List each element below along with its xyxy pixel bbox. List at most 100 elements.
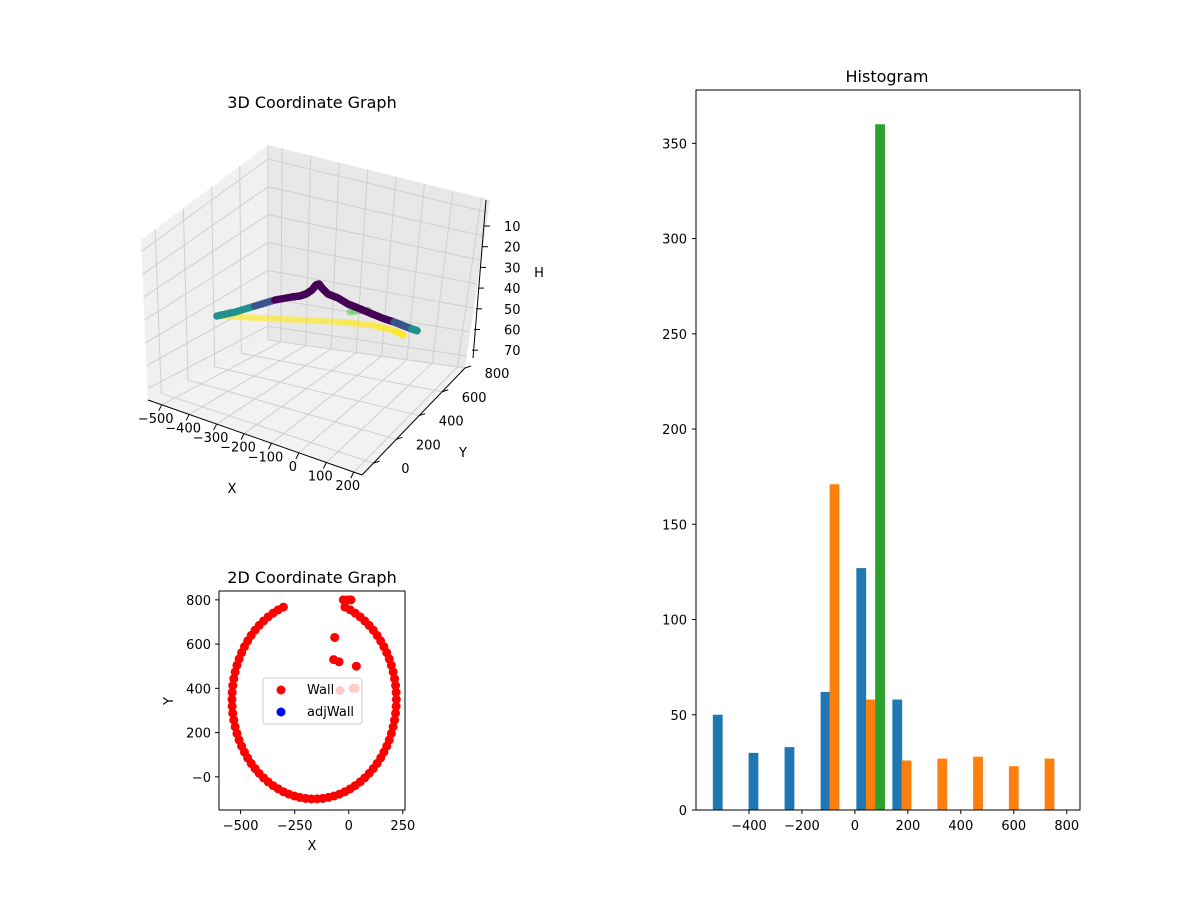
- pane-back: [268, 145, 490, 368]
- grid-line-z-back: [267, 325, 467, 357]
- data-point-3d: [261, 314, 269, 322]
- data-point-3d: [311, 317, 319, 325]
- y-tick-label-3d: 600: [462, 391, 487, 406]
- x-tick-label-3d: −200: [220, 441, 256, 456]
- x-tick-3d: [322, 462, 327, 469]
- data-point-wall: [330, 632, 340, 642]
- x-tick-label-hist: 0: [851, 819, 859, 834]
- y-tick-3d: [396, 436, 403, 440]
- grid-line-x: [298, 359, 408, 454]
- y-tick-label-3d: 0: [401, 462, 409, 477]
- x-axis-label-3d: X: [228, 482, 237, 497]
- y-tick-label-3d: 200: [416, 438, 441, 453]
- grid-line-y: [187, 379, 397, 440]
- x-tick-label-hist: −400: [731, 819, 767, 834]
- y-tick-3d: [441, 389, 449, 393]
- y-tick-label-3d: 800: [485, 367, 510, 382]
- x-tick-label-3d: −400: [165, 421, 201, 436]
- y-tick-label-hist: 0: [679, 804, 687, 819]
- grid-line-x: [216, 348, 332, 425]
- legend-label-adjwall: adjWall: [307, 705, 354, 720]
- z-tick-label-3d: 10: [504, 220, 521, 235]
- chart-histogram: Histogram −400 −200 0 200 400 600 800 0 50 100 150…: [662, 67, 1081, 834]
- data-point-3d: [316, 317, 324, 325]
- x-tick-label-2d: −500: [223, 819, 259, 834]
- data-point-wall: [227, 687, 237, 697]
- histogram-bar: [856, 568, 867, 810]
- histogram-bar: [892, 699, 903, 810]
- plot-frame-histogram: [695, 89, 1081, 811]
- legend-box: [262, 677, 363, 725]
- data-point-wall: [391, 701, 401, 711]
- chart-2d-title: 2D Coordinate Graph: [227, 568, 396, 587]
- data-point-wall: [390, 715, 400, 725]
- x-tick-label-3d: −500: [138, 412, 174, 427]
- y-tick-label-hist: 300: [662, 233, 687, 248]
- chart-3d-title: 3D Coordinate Graph: [227, 93, 396, 112]
- data-point-3d: [281, 315, 289, 323]
- x-tick-label-3d: 100: [308, 470, 333, 485]
- data-point-3d: [271, 315, 279, 323]
- histogram-ticks: −400 −200 0 200 400 600 800 0 50 100 150 200 250 300 3…: [662, 137, 1079, 834]
- plot-frame-2d: [218, 590, 406, 811]
- x-tick-label-hist: 400: [948, 819, 973, 834]
- grid-line-y: [214, 366, 420, 417]
- histogram-bar: [901, 760, 912, 810]
- histogram-bars: [712, 124, 1055, 811]
- data-point-3d: [286, 316, 294, 323]
- x-tick-3d: [350, 471, 355, 479]
- data-point-wall: [338, 595, 348, 605]
- data-point-3d: [291, 316, 299, 324]
- x-tick-3d: [213, 423, 218, 431]
- z-tick-label-3d: 70: [504, 344, 521, 359]
- data-point-wall: [391, 694, 401, 704]
- grid-line-x: [325, 362, 433, 463]
- y-tick-3d: [419, 413, 426, 417]
- x-tick-3d: [185, 414, 190, 421]
- legend-label-wall: Wall: [307, 683, 334, 698]
- x-tick-3d: [295, 452, 300, 460]
- ticks-2d: −500 −250 0 250 −0 200 400 600 800: [186, 594, 415, 834]
- pane-floor: [148, 340, 465, 475]
- y-tick-label-2d: 800: [186, 594, 211, 609]
- y-tick-label-2d: 600: [186, 638, 211, 653]
- grid-line-z-back: [267, 214, 480, 261]
- grid-line-z-left: [143, 214, 269, 298]
- chart-2d-coordinate-graph: 2D Coordinate Graph −500 −250 0 250 −0 200 400…: [162, 568, 415, 854]
- histogram-bar: [1008, 766, 1019, 810]
- y-tick-label-2d: 200: [186, 727, 211, 742]
- y-axis-label-3d: Y: [458, 446, 467, 461]
- histogram-bar: [865, 699, 876, 810]
- data-point-wall: [227, 701, 237, 711]
- x-tick-label-3d: −300: [193, 431, 229, 446]
- y-axis-label-2d: Y: [162, 697, 177, 706]
- histogram-bar: [829, 484, 840, 810]
- grid-line-z-left: [144, 242, 269, 321]
- legend-marker-wall: [276, 685, 286, 695]
- x-tick-label-2d: 0: [345, 819, 353, 834]
- legend-2d: Wall adjWall: [262, 677, 363, 725]
- data-point-3d: [266, 315, 274, 322]
- ticks-3d: −500−400−300−200−10001002000200400600800…: [138, 220, 521, 494]
- y-tick-label-hist: 150: [662, 518, 687, 533]
- data-point-wall: [346, 595, 356, 605]
- data-point-3d: [296, 316, 304, 324]
- grid-line-z-left: [147, 325, 269, 390]
- x-tick-label-2d: −250: [277, 819, 313, 834]
- y-tick-label-hist: 50: [670, 709, 687, 724]
- data-point-3d: [306, 317, 314, 324]
- data-point-wall: [391, 687, 401, 697]
- grid-line-x: [353, 366, 458, 473]
- grid-line-z-back: [267, 186, 484, 237]
- y-tick-label-2d: −0: [192, 771, 211, 786]
- data-point-wall: [334, 657, 344, 667]
- x-tick-label-hist: 200: [895, 819, 920, 834]
- histogram-bar: [712, 714, 723, 810]
- x-tick-3d: [240, 433, 245, 440]
- data-point-3d: [400, 331, 408, 339]
- x-tick-label-2d: 250: [390, 819, 415, 834]
- grid-line-y: [241, 352, 443, 393]
- grid-line-x: [271, 355, 382, 444]
- data-point-3d: [301, 316, 309, 324]
